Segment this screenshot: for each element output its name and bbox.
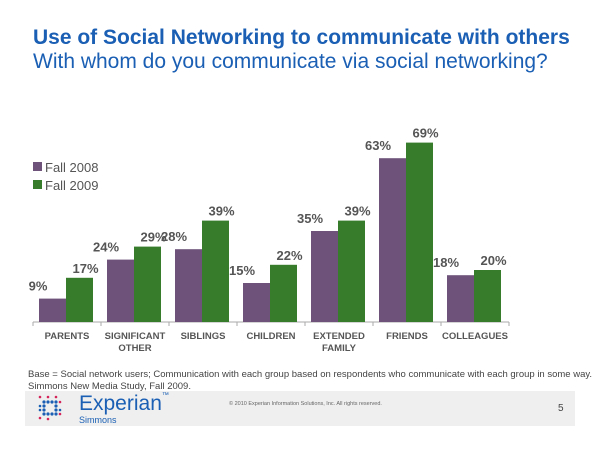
category-label: FAMILY [322, 343, 357, 354]
bar-fall-2008 [39, 298, 66, 322]
slide-subtitle: With whom do you communicate via social … [33, 50, 548, 73]
data-label: 39% [344, 204, 370, 219]
bar-fall-2009 [270, 264, 297, 322]
legend-swatch [33, 162, 42, 171]
data-label: 20% [480, 253, 506, 268]
bar-fall-2009 [338, 220, 365, 322]
bar-fall-2009 [202, 220, 229, 322]
category-label: EXTENDED [313, 331, 365, 342]
data-label: 22% [276, 248, 302, 263]
data-label: 17% [72, 261, 98, 276]
data-label: 9% [29, 279, 48, 294]
category-label: OTHER [118, 343, 151, 354]
footer: Experian™ Simmons © 2010 Experian Inform… [25, 391, 575, 426]
bar-fall-2008 [243, 283, 270, 322]
data-label: 18% [433, 255, 459, 270]
slide-title: Use of Social Networking to communicate … [33, 26, 570, 49]
category-label: PARENTS [45, 331, 90, 342]
bar-fall-2009 [66, 277, 93, 322]
copyright: © 2010 Experian Information Solutions, I… [229, 401, 382, 407]
legend-label: Fall 2009 [45, 178, 98, 193]
data-label: 28% [161, 229, 187, 244]
data-label: 69% [412, 126, 438, 141]
bar-fall-2008 [379, 158, 406, 322]
category-label: CHILDREN [246, 331, 295, 342]
footnote-base: Base = Social network users; Communicati… [28, 369, 593, 380]
data-label: 15% [229, 263, 255, 278]
trademark: ™ [161, 392, 169, 399]
data-label: 35% [297, 211, 323, 226]
data-label: 24% [93, 240, 119, 255]
simmons-label: Simmons [79, 415, 117, 425]
bar-fall-2009 [134, 246, 161, 322]
legend-label: Fall 2008 [45, 160, 98, 175]
experian-logo-icon [38, 395, 62, 421]
experian-brand: Experian™ [79, 392, 169, 416]
footnote-source: Simmons New Media Study, Fall 2009. [28, 381, 191, 392]
page-number: 5 [558, 403, 564, 414]
bar-fall-2008 [107, 259, 134, 322]
category-label: SIBLINGS [181, 331, 226, 342]
bar-fall-2008 [311, 231, 338, 322]
bar-fall-2008 [447, 275, 474, 322]
category-label: SIGNIFICANT [105, 331, 166, 342]
footnote: Base = Social network users; Communicati… [28, 369, 592, 393]
data-label: 29% [140, 230, 166, 245]
legend-swatch [33, 180, 42, 189]
data-label: 39% [208, 204, 234, 219]
bar-fall-2008 [175, 249, 202, 322]
data-label: 63% [365, 138, 391, 153]
brand-name: Experian [79, 392, 162, 415]
bar-fall-2009 [406, 142, 433, 322]
bar-fall-2009 [474, 270, 501, 322]
category-label: COLLEAGUES [442, 331, 508, 342]
category-label: FRIENDS [386, 331, 428, 342]
